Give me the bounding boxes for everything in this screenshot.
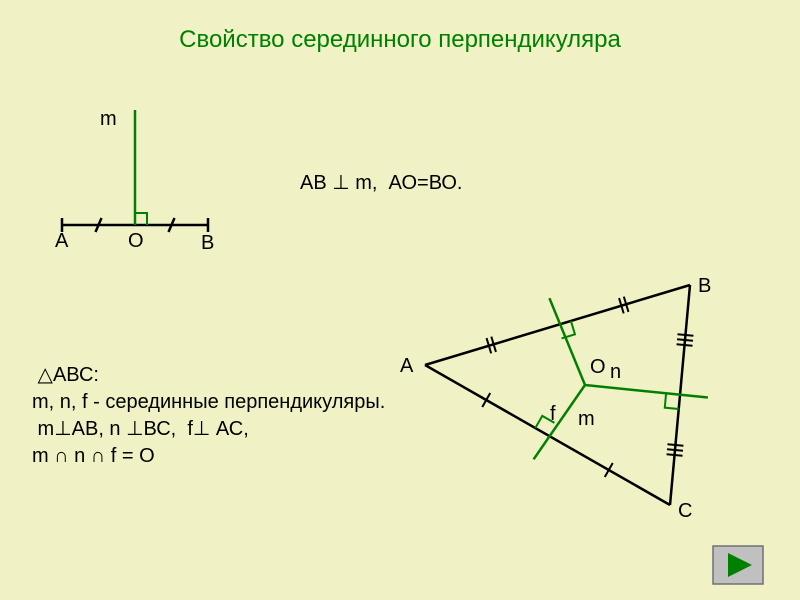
svg-text:f: f <box>550 403 556 425</box>
svg-text:А: А <box>55 230 69 252</box>
svg-text:В: В <box>201 232 214 254</box>
svg-text:В: В <box>698 275 711 297</box>
diagram-svg: АОВmАВСOfmn <box>0 0 800 600</box>
svg-text:А: А <box>400 355 414 377</box>
svg-text:n: n <box>610 361 621 383</box>
next-button[interactable] <box>712 545 764 585</box>
svg-text:O: O <box>590 356 606 378</box>
diagram-triangle: А В С Ofm n <box>400 275 711 522</box>
svg-text:m: m <box>578 408 595 430</box>
svg-text:О: О <box>128 230 144 252</box>
diagram-perp-bisector: А О Вm <box>55 108 214 254</box>
slide-container: Свойство серединного перпендикуляра АВ ⊥… <box>0 0 800 600</box>
svg-text:m: m <box>100 108 117 130</box>
svg-text:С: С <box>678 500 692 522</box>
